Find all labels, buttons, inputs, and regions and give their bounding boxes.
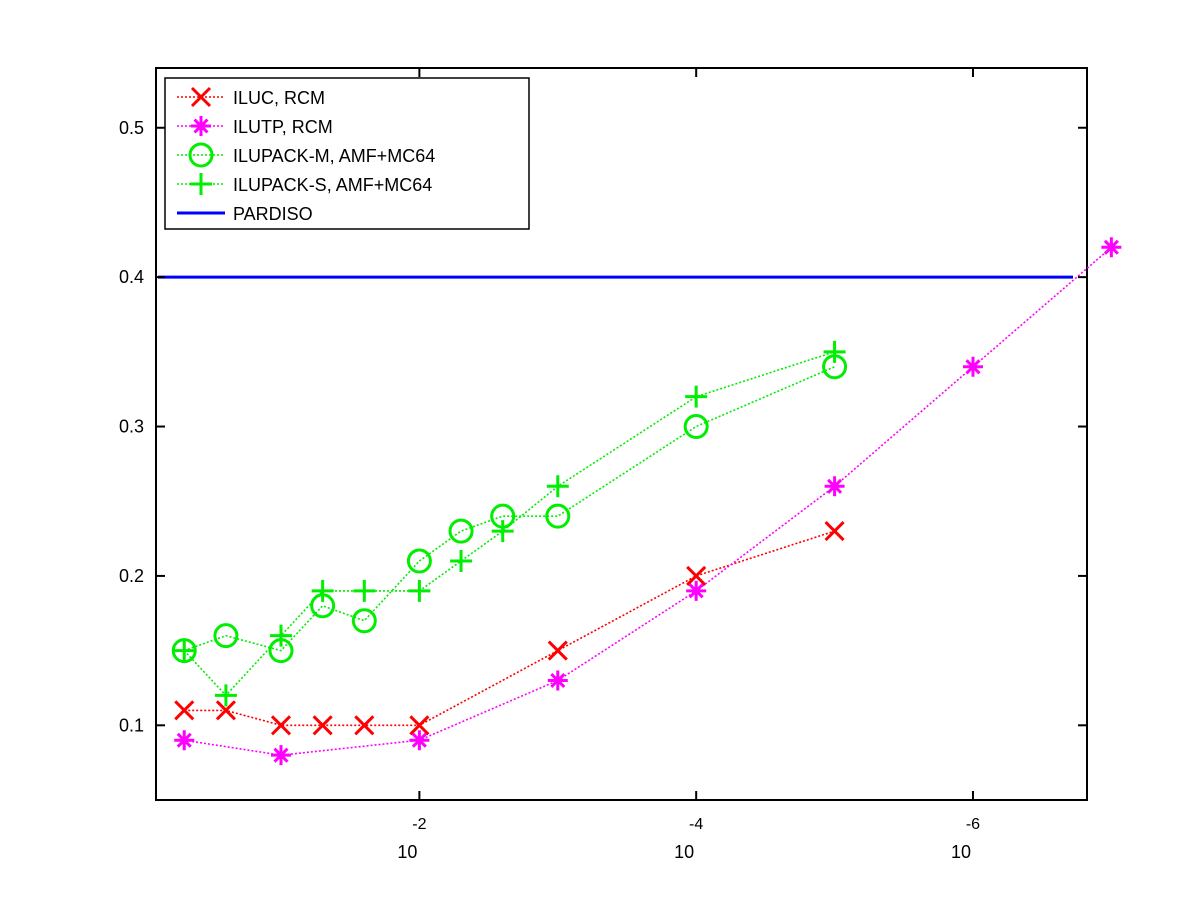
data-point <box>448 518 474 544</box>
data-point <box>683 414 709 440</box>
legend-marker <box>188 142 214 168</box>
y-tick-label: 0.4 <box>119 267 144 287</box>
data-point <box>269 624 292 647</box>
legend-marker <box>191 116 211 136</box>
series-3 <box>173 340 846 707</box>
data-point <box>409 715 430 736</box>
series-0 <box>174 521 845 736</box>
x-tick-label-exponent: -2 <box>412 816 426 833</box>
data-point <box>546 475 569 498</box>
x-tick-label-exponent: -4 <box>689 816 703 833</box>
data-point <box>824 521 845 542</box>
data-point <box>824 476 845 497</box>
data-point <box>311 579 334 602</box>
series-1 <box>174 237 1122 766</box>
data-point <box>353 579 376 602</box>
legend-label: ILUTP, RCM <box>233 117 333 137</box>
x-tick-label-base: 10 <box>951 842 971 862</box>
data-point <box>686 565 707 586</box>
y-tick-label: 0.1 <box>119 715 144 735</box>
series-line <box>184 246 1112 757</box>
data-point <box>354 715 375 736</box>
series-layer <box>158 237 1122 766</box>
data-point <box>545 503 571 529</box>
data-point <box>547 670 568 691</box>
data-point <box>270 715 292 736</box>
legend-marker <box>190 86 212 108</box>
legend-label: ILUPACK-S, AMF+MC64 <box>233 175 432 195</box>
legend-label: ILUPACK-M, AMF+MC64 <box>233 146 435 166</box>
data-point <box>409 730 430 751</box>
x-tick-label-base: 10 <box>397 842 417 862</box>
legend: ILUC, RCM ILUTP, RCM ILUPACK-M, AMF+MC64 IL… <box>164 77 530 230</box>
data-point <box>685 385 708 408</box>
legend-entry-0: ILUC, RCM <box>177 86 325 108</box>
data-point <box>214 684 237 707</box>
legend-entry-3: ILUPACK-S, AMF+MC64 <box>177 173 432 195</box>
x-tick-label-exponent: -6 <box>966 816 980 833</box>
axis-layer: 0.1 0.2 0.3 0.4 0.5 10 -2 10 -4 10 -6 <box>119 68 1087 862</box>
data-point <box>312 715 333 736</box>
legend-label: ILUC, RCM <box>233 88 325 108</box>
data-point <box>215 700 236 721</box>
y-tick-label: 0.2 <box>119 566 144 586</box>
data-point <box>547 640 568 661</box>
data-point <box>406 548 432 574</box>
data-point <box>450 549 473 572</box>
x-tick-label-base: 10 <box>674 842 694 862</box>
data-point <box>351 608 377 634</box>
legend-entry-4: PARDISO <box>177 204 313 224</box>
data-point <box>174 730 195 751</box>
data-point <box>270 745 291 766</box>
y-tick-label: 0.5 <box>119 118 144 138</box>
legend-box <box>164 77 530 230</box>
y-tick-label: 0.3 <box>119 417 144 437</box>
series-line <box>184 530 835 727</box>
legend-entry-2: ILUPACK-M, AMF+MC64 <box>177 142 435 168</box>
series-line <box>183 366 835 652</box>
data-point <box>686 580 707 601</box>
legend-marker <box>190 173 212 195</box>
data-point <box>408 579 431 602</box>
data-point <box>1101 237 1122 258</box>
legend-label: PARDISO <box>233 204 313 224</box>
data-point <box>823 340 846 363</box>
data-point <box>173 639 196 662</box>
data-point <box>491 520 514 543</box>
data-point <box>213 623 239 649</box>
data-point <box>174 700 195 721</box>
legend-entry-1: ILUTP, RCM <box>177 116 333 137</box>
data-point <box>962 356 983 377</box>
